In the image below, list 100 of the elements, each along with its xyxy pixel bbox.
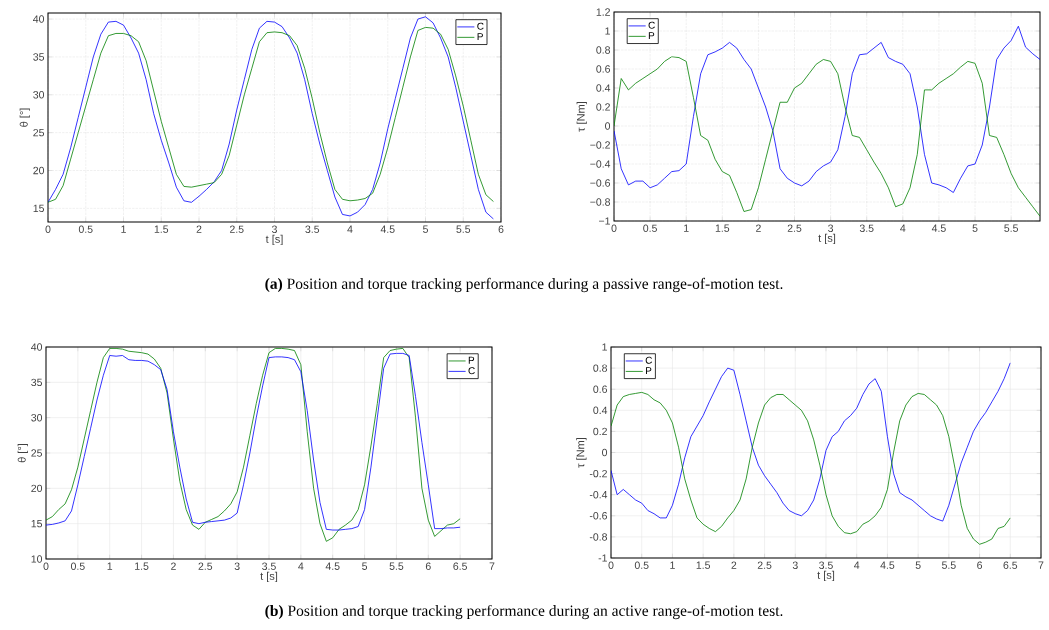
y-tick-label: 40 — [31, 343, 43, 351]
x-tick-label: 4 — [854, 561, 860, 569]
y-tick-label: −0.4 — [590, 160, 611, 168]
y-axis-title: θ [°] — [19, 108, 30, 127]
x-tick-label: 1 — [684, 224, 689, 232]
legend-label: C — [645, 356, 653, 364]
y-tick-label: 30 — [33, 91, 45, 99]
x-tick-label: 0.5 — [643, 224, 657, 232]
legend-label: P — [468, 356, 475, 364]
x-tick-label: 5 — [972, 224, 978, 232]
x-tick-label: 6.5 — [453, 562, 467, 570]
x-tick-label: 5.5 — [389, 562, 404, 570]
x-tick-label: 0.5 — [70, 562, 85, 570]
x-tick-label: 2.5 — [757, 561, 772, 569]
y-tick-label: 1 — [605, 27, 610, 35]
x-tick-label: 3 — [271, 225, 277, 233]
x-tick-label: 7 — [1038, 561, 1044, 569]
y-tick-label: 0.4 — [596, 84, 611, 92]
x-tick-label: 4.5 — [325, 562, 340, 570]
x-tick-label: 1.5 — [696, 561, 710, 569]
y-tick-label: 0.2 — [596, 103, 610, 111]
y-axis-title: τ [Nm] — [576, 101, 587, 132]
legend-label: P — [477, 33, 483, 41]
x-tick-label: 5 — [423, 225, 428, 233]
text: (b) Position and torque tracking performance during an active range-of-motion test. — [265, 604, 783, 620]
x-tick-label: 2 — [171, 562, 176, 570]
x-tick-label: 5.5 — [456, 225, 471, 233]
x-tick-label: 0 — [611, 224, 617, 232]
line-series — [614, 56, 1041, 217]
x-tick-label: 3.5 — [819, 561, 833, 569]
y-tick-label: 25 — [31, 449, 43, 457]
y-tick-label: 0 — [602, 448, 608, 457]
x-tick-label: 7 — [489, 562, 495, 570]
y-tick-label: 35 — [33, 53, 45, 61]
y-tick-label: −0.8 — [590, 198, 611, 206]
x-tick-label: 5.5 — [1004, 224, 1018, 232]
y-tick-label: 15 — [33, 204, 45, 213]
y-tick-label: 30 — [31, 413, 43, 422]
x-tick-label: 3.5 — [859, 224, 874, 232]
y-tick-label: −0.6 — [590, 179, 611, 187]
x-tick-label: 1 — [107, 562, 113, 570]
y-tick-label: 0.8 — [596, 46, 611, 54]
y-tick-label: 40 — [33, 15, 45, 23]
y-tick-label: -0.4 — [589, 491, 608, 499]
y-axis-title: θ [°] — [17, 443, 28, 463]
x-tick-label: 0.5 — [78, 225, 93, 233]
x-tick-label: 2 — [731, 561, 737, 569]
legend-label: P — [645, 367, 652, 375]
y-axis-title: τ [Nm] — [576, 437, 587, 468]
x-tick-label: 4 — [900, 224, 906, 232]
y-tick-label: 0.6 — [593, 385, 608, 393]
y-tick-label: -0.8 — [589, 533, 608, 541]
x-tick-label: 0.5 — [634, 561, 649, 569]
x-tick-label: 2.5 — [229, 225, 244, 233]
y-tick-label: 1 — [602, 343, 607, 351]
x-tick-label: 1 — [121, 225, 126, 233]
y-tick-label: 0.2 — [593, 427, 607, 436]
x-tick-label: 4.5 — [880, 561, 895, 569]
x-tick-label: 3 — [828, 224, 834, 232]
x-tick-label: 1 — [670, 561, 675, 569]
x-axis-title: t [s] — [265, 234, 283, 246]
y-tick-label: 20 — [33, 166, 45, 175]
x-tick-label: 3.5 — [305, 225, 320, 233]
x-tick-label: 2 — [196, 225, 202, 233]
y-tick-label: -0.6 — [589, 512, 608, 520]
y-tick-label: −0.2 — [590, 141, 610, 149]
y-tick-label: 10 — [31, 555, 43, 563]
x-tick-label: 6 — [498, 225, 504, 233]
x-tick-label: 3 — [234, 562, 240, 570]
x-tick-label: 4.5 — [380, 225, 395, 233]
y-tick-label: 15 — [31, 520, 43, 528]
legend-label: P — [648, 32, 655, 40]
x-tick-label: 5 — [915, 561, 921, 569]
y-tick-label: −1 — [599, 217, 610, 225]
x-tick-label: 2 — [756, 224, 761, 232]
legend-label: C — [648, 21, 655, 29]
x-tick-label: 6 — [977, 561, 983, 569]
x-tick-label: 6.5 — [1003, 561, 1018, 569]
x-tick-label: 5 — [362, 562, 368, 570]
y-tick-label: 0.6 — [596, 65, 611, 73]
y-tick-label: 0 — [605, 122, 611, 130]
y-tick-label: -0.2 — [589, 469, 607, 478]
x-axis-title: t [s] — [260, 571, 278, 583]
x-tick-label: 1.5 — [135, 562, 149, 570]
x-tick-label: 2.5 — [787, 224, 802, 232]
y-tick-label: 25 — [33, 128, 45, 137]
x-tick-label: 1.5 — [715, 224, 730, 232]
x-tick-label: 6 — [425, 562, 431, 570]
y-tick-label: 0.8 — [593, 364, 608, 372]
y-tick-label: 0.4 — [593, 406, 608, 415]
x-tick-label: 1.5 — [154, 225, 169, 233]
legend-label: C — [477, 22, 484, 30]
y-tick-label: 35 — [31, 378, 43, 387]
y-tick-label: -1 — [598, 554, 607, 562]
legend-label: C — [468, 367, 475, 375]
line-series — [611, 391, 1011, 545]
x-tick-label: 2.5 — [198, 562, 213, 570]
x-tick-label: 4.5 — [931, 224, 946, 232]
y-tick-label: 20 — [31, 484, 43, 493]
x-tick-label: 4 — [298, 562, 304, 570]
